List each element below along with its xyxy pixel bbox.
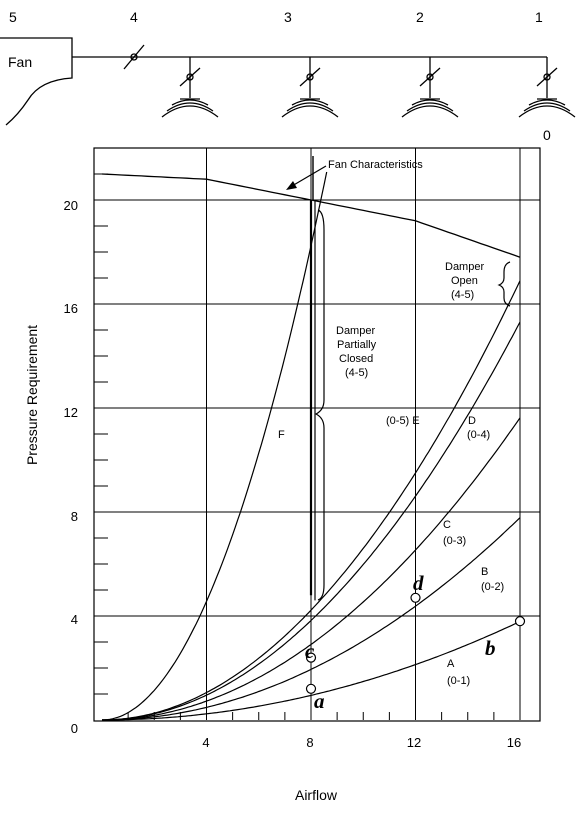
curve-label-B-2: (0-2) [481,581,504,593]
damper-open-line-1: Damper [445,261,484,273]
chart: Fan Characteristics Damper Open (4-5) Da… [24,147,541,803]
x-tick-12: 12 [407,735,421,750]
branch-1 [401,57,459,118]
fan-characteristics-arrowhead [286,181,297,190]
fan-characteristics-arrow [291,165,327,187]
point-marker-b [514,616,526,627]
curve-label-C-1: C [443,519,451,531]
y-tick-4: 4 [71,612,78,627]
curve-label-D-1: D [468,415,476,427]
node-label-3: 3 [284,9,292,25]
point-marker-d [410,592,421,603]
fan-housing [0,37,73,126]
curve-label-D-2: (0-4) [467,429,490,441]
damper-partial-line-4: (4-5) [345,367,368,379]
x-tick-16: 16 [507,735,521,750]
curve-a [102,620,521,721]
y-tick-0: 0 [71,721,78,736]
point-label-a: a [314,689,325,713]
outlet-label-0: 0 [543,127,551,143]
branch-3 [161,57,219,118]
main-damper [123,44,145,70]
x-tick-8: 8 [306,735,313,750]
main-damper-pivot [130,53,138,61]
curve-label-C-2: (0-3) [443,535,466,547]
y-tick-8: 8 [71,509,78,524]
curve-b [102,517,521,721]
point-label-d: d [413,571,424,595]
curve-c [102,417,521,721]
node-label-2: 2 [416,9,424,25]
branch-2 [281,57,339,118]
point-marker-a [305,683,317,694]
fan-label: Fan [8,54,32,70]
damper-open-line-3: (4-5) [451,289,474,301]
node-label-1: 1 [535,9,543,25]
x-axis-label: Airflow [295,787,338,803]
y-tick-12: 12 [64,405,78,420]
node-label-4: 4 [130,9,138,25]
duct-schematic [0,37,576,126]
damper-partial-line-3: Closed [339,353,373,365]
curve-d [102,321,521,721]
curve-label-E: (0-5) E [386,415,420,427]
point-label-b: b [485,636,496,660]
open-brace [497,261,511,307]
curve-label-A-1: A [447,658,455,670]
curve-label-F: F [278,429,285,441]
node-label-5: 5 [9,9,17,25]
damper-open-line-2: Open [451,275,478,287]
y-tick-20: 20 [64,198,78,213]
curve-label-A-2: (0-1) [447,675,470,687]
curve-f [101,171,328,721]
point-marker-c [305,652,317,663]
y-tick-16: 16 [64,301,78,316]
curve-label-B-1: B [481,566,488,578]
y-axis-label: Pressure Requirement [24,325,40,465]
point-label-c: c [305,639,315,663]
partial-closed-brace [314,209,325,601]
fan-characteristics-label: Fan Characteristics [328,159,423,171]
curves [101,156,526,721]
x-tick-4: 4 [202,735,209,750]
curve-e [102,280,521,721]
damper-partial-line-2: Partially [337,339,377,351]
branch-0 [518,57,576,118]
damper-partial-line-1: Damper [336,325,375,337]
